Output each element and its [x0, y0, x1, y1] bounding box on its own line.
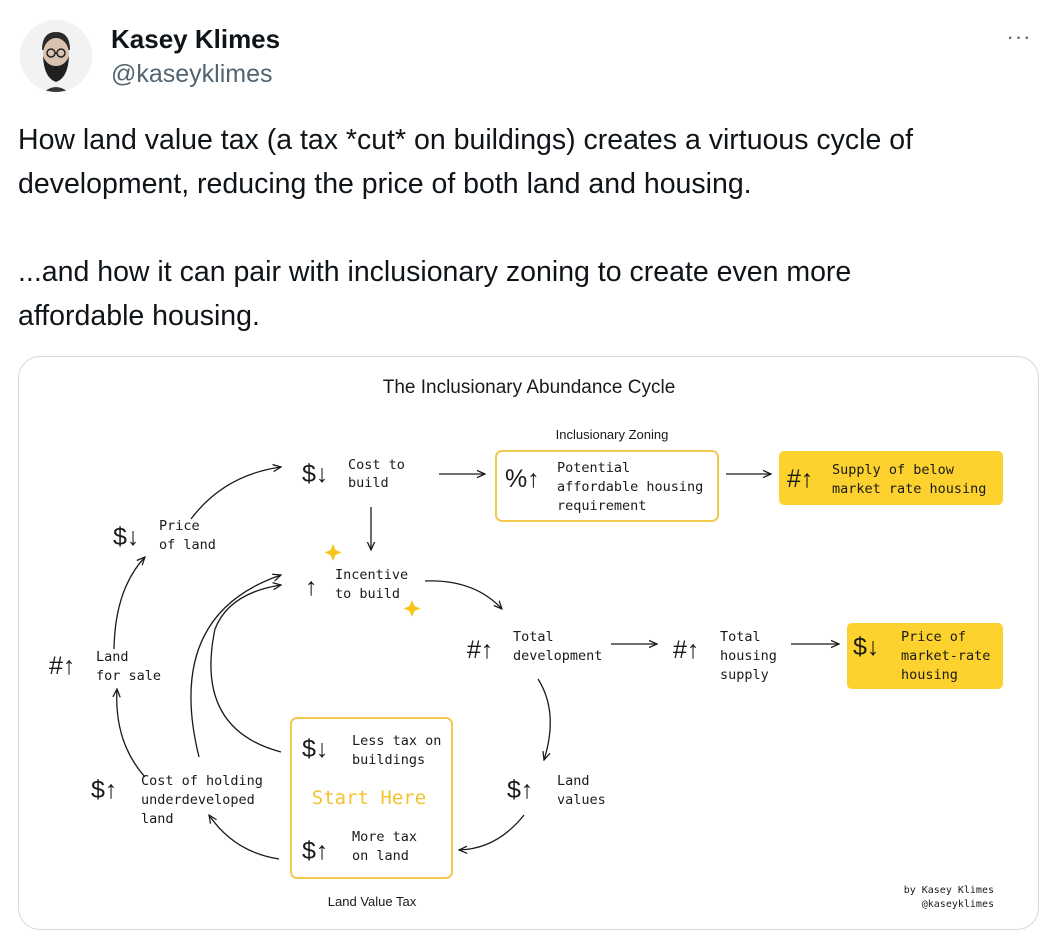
start-here-label: Start Here [312, 787, 426, 809]
tweet-text: How land value tax (a tax *cut* on build… [18, 118, 1028, 338]
credit-line: by Kasey Klimes [904, 885, 994, 896]
cost-to-build-label: Cost to [348, 457, 405, 473]
sparkle-icon [403, 600, 421, 617]
total-housing-supply-label: supply [720, 667, 769, 683]
land-for-sale-label: for sale [96, 668, 161, 684]
potential-affordable-symbol: %↑ [505, 465, 540, 493]
supply-below-market-label: market rate housing [832, 481, 986, 497]
price-market-rate-label: Price of [901, 629, 966, 645]
arrow [209, 815, 280, 860]
less-tax-buildings-label: Less tax on [352, 733, 441, 749]
cost-holding-label: land [141, 811, 174, 827]
price-of-land-symbol: $↓ [113, 523, 139, 551]
arrow [537, 678, 551, 760]
land-values-symbol: $↑ [507, 776, 533, 804]
cost-to-build-label: build [348, 475, 389, 491]
more-tax-land-label: More tax [352, 829, 417, 845]
less-tax-buildings-label: buildings [352, 752, 425, 768]
cycle-diagram: The Inclusionary Abundance Cycle Inclusi… [49, 377, 1003, 910]
land-for-sale-symbol: #↑ [49, 652, 75, 680]
more-tax-land-label: on land [352, 848, 409, 864]
more-horizontal-icon[interactable]: ··· [1006, 24, 1032, 49]
total-development-label: Total [513, 629, 554, 645]
group-label-inclusionary-zoning: Inclusionary Zoning [556, 427, 669, 442]
price-market-rate-label: housing [901, 667, 958, 683]
flow-arrows [113, 467, 839, 860]
cost-holding-symbol: $↑ [91, 776, 117, 804]
tweet-text-line: How land value tax (a tax *cut* on build… [18, 124, 914, 156]
start-here-box [290, 717, 453, 879]
bearded-man-avatar-icon [20, 20, 92, 92]
tweet-text-line: development, reducing the price of both … [18, 168, 752, 200]
less-tax-buildings-symbol: $↓ [302, 735, 328, 763]
supply-below-market-label: Supply of below [832, 462, 955, 478]
arrow [424, 580, 502, 609]
tweet-text-line: affordable housing. [18, 300, 260, 332]
potential-affordable-box [495, 450, 719, 522]
sparkle-icon [324, 544, 342, 561]
price-market-rate-symbol: $↓ [853, 633, 879, 661]
total-development-label: development [513, 648, 602, 664]
cost-holding-label: Cost of holding [141, 773, 263, 789]
price-market-rate-label: market-rate [901, 648, 990, 664]
credit-handle: @kaseyklimes [922, 899, 994, 910]
diagram-title: The Inclusionary Abundance Cycle [383, 377, 676, 398]
tweet-media-image[interactable]: The Inclusionary Abundance Cycle Inclusi… [18, 356, 1039, 930]
incentive-to-build-symbol: ↑ [305, 573, 318, 601]
tweet-text-line: ...and how it can pair with inclusionary… [18, 256, 852, 288]
incentive-to-build-label: Incentive [335, 567, 408, 583]
supply-below-market-symbol: #↑ [787, 465, 813, 493]
arrow [459, 814, 525, 850]
arrow [190, 575, 281, 758]
author-name[interactable]: Kasey Klimes [111, 24, 281, 54]
land-values-label: values [557, 792, 606, 808]
more-tax-land-symbol: $↑ [302, 837, 328, 865]
price-market-rate-box [847, 623, 1003, 689]
potential-affordable-label: affordable housing [557, 479, 703, 495]
incentive-to-build-label: to build [335, 586, 400, 602]
total-housing-supply-label: Total [720, 629, 761, 645]
avatar[interactable] [20, 20, 92, 92]
arrow [113, 557, 145, 650]
land-for-sale-label: Land [96, 649, 129, 665]
price-of-land-label: of land [159, 537, 216, 553]
cost-holding-label: underdeveloped [141, 792, 255, 808]
arrow [190, 467, 281, 520]
total-development-symbol: #↑ [467, 636, 493, 664]
total-housing-supply-symbol: #↑ [673, 636, 699, 664]
arrow [210, 585, 281, 753]
land-values-label: Land [557, 773, 590, 789]
group-label-land-value-tax: Land Value Tax [328, 894, 417, 909]
price-of-land-label: Price [159, 518, 200, 534]
potential-affordable-label: requirement [557, 498, 646, 514]
supply-below-market-box [779, 451, 1003, 505]
arrow [117, 689, 146, 778]
author-handle[interactable]: @kaseyklimes [111, 60, 273, 88]
total-housing-supply-label: housing [720, 648, 777, 664]
cost-to-build-symbol: $↓ [302, 460, 328, 488]
potential-affordable-label: Potential [557, 460, 630, 476]
